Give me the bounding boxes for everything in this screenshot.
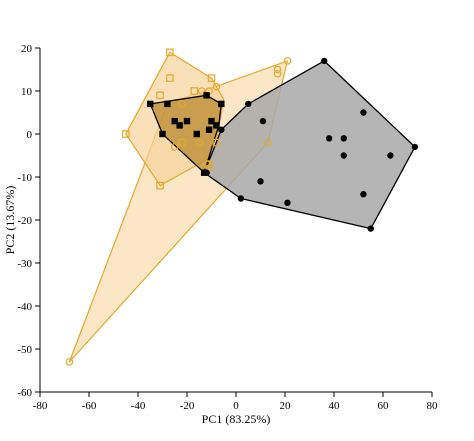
- data-points: [65, 48, 419, 366]
- point-series-1-1: [65, 358, 74, 366]
- y-axis-title: PC2 (13.67%): [3, 186, 17, 255]
- point-series-2-2: [207, 74, 216, 82]
- point-series-3-4: [218, 100, 225, 108]
- point-series-3-2: [164, 100, 171, 108]
- point-series-4-1: [321, 57, 328, 65]
- point-series-3-1: [147, 100, 154, 108]
- point-series-4-2: [245, 100, 252, 108]
- point-series-4-4: [203, 169, 210, 176]
- x-tick-label: 0: [233, 400, 239, 412]
- point-series-3-9: [193, 130, 200, 138]
- point-series-2-5: [156, 91, 164, 100]
- x-tick-label: 60: [378, 400, 390, 412]
- y-tick-label: -60: [17, 387, 32, 399]
- point-series-3-8: [183, 117, 191, 125]
- x-axis-title: PC1 (83.25%): [202, 412, 271, 426]
- point-series-4-15: [284, 199, 291, 206]
- point-series-1-4: [273, 70, 282, 78]
- point-series-4-13: [257, 178, 264, 185]
- point-series-1-2: [283, 57, 292, 65]
- point-series-3-3: [203, 92, 210, 99]
- point-series-4-3: [259, 117, 267, 125]
- point-series-3-13: [213, 122, 220, 129]
- y-tick-label: -20: [17, 215, 32, 227]
- point-series-2-1: [166, 48, 174, 57]
- x-tick-label: -80: [33, 400, 48, 412]
- point-series-2-6: [156, 181, 164, 190]
- y-tick-label: -30: [17, 258, 32, 270]
- point-series-4-10: [325, 135, 333, 142]
- point-series-2-4: [121, 130, 130, 138]
- point-series-1-8: [178, 100, 186, 108]
- x-tick-label: 40: [329, 400, 341, 412]
- point-series-2-3: [166, 74, 174, 82]
- point-series-4-5: [218, 126, 225, 133]
- hull-series-4: [203, 60, 416, 230]
- point-series-4-16: [367, 225, 374, 232]
- x-tick-label: -60: [82, 400, 97, 412]
- y-tick-label: -40: [17, 301, 32, 313]
- point-series-1-13: [170, 143, 179, 151]
- point-series-1-6: [197, 87, 206, 95]
- x-tick-label: -40: [131, 400, 146, 412]
- y-tick-label: 0: [27, 129, 33, 141]
- point-series-3-10: [205, 126, 213, 133]
- point-series-1-3: [273, 65, 282, 74]
- point-series-1-5: [212, 82, 221, 91]
- point-series-4-7: [360, 109, 367, 116]
- point-series-4-14: [237, 195, 245, 202]
- y-tick-label: -50: [17, 344, 32, 356]
- point-series-3-5: [159, 130, 166, 138]
- point-series-4-12: [360, 191, 367, 198]
- point-series-3-11: [208, 117, 215, 125]
- point-series-1-10: [195, 138, 204, 147]
- convex-hulls: [68, 51, 416, 363]
- point-series-2-7: [190, 87, 199, 95]
- y-tick-label: 10: [21, 86, 33, 98]
- y-axis-ticks: 20 10 0 -10 -20 -30 -40 -50 -60: [17, 43, 40, 399]
- x-tick-label: 80: [427, 400, 439, 412]
- x-tick-label: -20: [180, 400, 195, 412]
- point-series-4-8: [387, 152, 394, 159]
- point-series-3-7: [176, 122, 183, 129]
- point-series-3-6: [171, 117, 178, 125]
- x-axis-ticks: -80 -60 -40 -20 0 20 40 60 80: [33, 392, 438, 412]
- point-series-2-10: [178, 138, 186, 147]
- point-series-1-11: [264, 138, 272, 147]
- x-tick-label: 20: [280, 400, 292, 412]
- point-series-4-6: [411, 143, 419, 151]
- point-series-2-8: [205, 160, 213, 168]
- y-tick-label: 20: [21, 43, 33, 55]
- y-tick-label: -10: [17, 172, 32, 184]
- point-series-4-9: [340, 135, 347, 142]
- point-series-2-9: [212, 138, 221, 147]
- point-series-4-11: [340, 152, 347, 159]
